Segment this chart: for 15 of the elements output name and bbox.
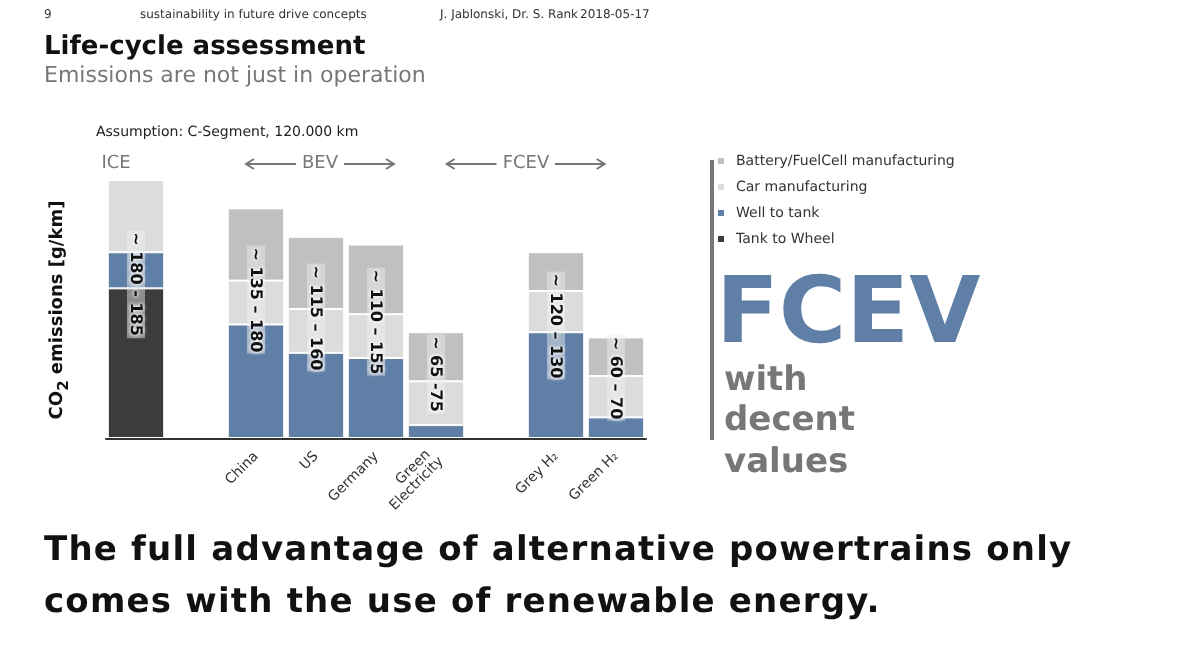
- total-label: ~ 135 – 180: [247, 245, 265, 355]
- text: FCEV: [502, 154, 550, 174]
- total-label: ~ 115 – 160: [307, 262, 325, 372]
- chart-subtitle: Emissions are not just in operation: [44, 62, 426, 88]
- total-label: ~ 65 -75: [427, 334, 445, 415]
- total-label: ~ 120 – 130: [547, 272, 565, 381]
- text: BEV: [301, 154, 339, 174]
- total-label: ~ 110 – 155: [367, 267, 385, 377]
- chart-title: Life-cycle assessment: [44, 32, 366, 62]
- text: ICE: [101, 154, 131, 174]
- total-label: ~ 180 - 185: [127, 229, 145, 337]
- total-label: ~ 60 – 70: [607, 334, 625, 421]
- text: The full advantage of alternative powertrains only comes with the use of renewable energy.: [44, 528, 1075, 627]
- text: FCEV: [716, 256, 981, 364]
- text: with decent values: [724, 360, 858, 483]
